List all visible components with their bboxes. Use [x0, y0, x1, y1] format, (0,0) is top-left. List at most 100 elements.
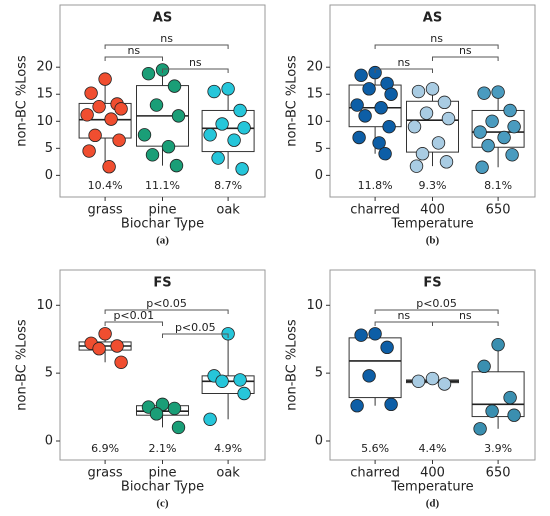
- point: [167, 79, 182, 93]
- y-tick-label: 5: [45, 141, 53, 156]
- point: [169, 158, 184, 173]
- point: [145, 148, 160, 162]
- point: [161, 140, 176, 154]
- bracket-label: ns: [459, 309, 472, 322]
- y-tick-label: 15: [36, 87, 53, 102]
- point: [207, 84, 221, 99]
- point: [98, 72, 112, 86]
- caption: (d): [426, 498, 440, 510]
- point: [137, 128, 152, 142]
- bracket-label: ns: [127, 44, 140, 57]
- x-tick-label: oak: [216, 466, 240, 481]
- point: [233, 373, 247, 387]
- caption: (c): [156, 498, 169, 510]
- bracket: [374, 44, 499, 49]
- point: [485, 114, 499, 128]
- point: [98, 327, 112, 341]
- panel-title: AS: [423, 11, 442, 26]
- mean-label: 5.6%: [361, 442, 389, 455]
- point: [237, 121, 251, 135]
- point: [82, 144, 96, 158]
- point: [149, 98, 164, 112]
- point: [350, 98, 364, 112]
- y-tick-label: 10: [306, 114, 323, 129]
- point: [221, 82, 235, 96]
- bracket: [374, 68, 433, 73]
- point: [497, 130, 511, 145]
- x-tick-label: 650: [486, 466, 511, 481]
- bracket-label: p<0.05: [416, 297, 457, 310]
- y-tick-label: 0: [45, 434, 53, 449]
- point: [211, 151, 225, 165]
- point: [411, 374, 426, 388]
- point: [92, 342, 106, 356]
- point: [167, 401, 182, 416]
- point: [437, 377, 452, 391]
- bracket-label: p<0.05: [146, 297, 187, 310]
- bracket: [374, 321, 433, 326]
- bracket: [374, 309, 499, 314]
- y-axis-label: non-BC %Loss: [15, 55, 30, 147]
- bracket: [162, 333, 229, 338]
- point: [384, 87, 398, 101]
- bracket-label: ns: [189, 56, 202, 69]
- mean-label: 9.3%: [419, 179, 447, 192]
- point: [104, 112, 118, 126]
- point: [352, 130, 366, 145]
- point: [233, 103, 247, 118]
- y-tick-label: 10: [306, 298, 323, 313]
- point: [171, 109, 186, 123]
- x-tick-label: 400: [420, 466, 445, 481]
- point: [358, 109, 372, 123]
- bracket: [432, 321, 499, 326]
- point: [114, 102, 128, 116]
- y-axis-label: non-BC %Loss: [285, 55, 300, 147]
- x-tick-label: pine: [148, 203, 176, 218]
- bracket: [104, 309, 229, 314]
- y-tick-label: 20: [36, 60, 53, 75]
- mean-label: 11.8%: [358, 179, 393, 192]
- bracket-label: ns: [160, 32, 173, 45]
- point: [409, 159, 424, 173]
- bracket-label: p<0.05: [175, 321, 216, 334]
- point: [114, 355, 128, 369]
- point: [503, 390, 517, 405]
- point: [88, 128, 102, 143]
- point: [407, 119, 422, 134]
- bracket: [162, 68, 229, 73]
- point: [473, 125, 487, 139]
- y-tick-label: 0: [315, 168, 323, 183]
- point: [384, 397, 398, 412]
- y-tick-label: 15: [306, 87, 323, 102]
- point: [362, 82, 376, 96]
- point: [354, 328, 368, 342]
- point: [149, 407, 164, 421]
- point: [411, 84, 426, 99]
- point: [477, 359, 491, 374]
- point: [439, 155, 454, 169]
- x-tick-label: oak: [216, 203, 240, 218]
- point: [92, 99, 106, 114]
- mean-label: 11.1%: [145, 179, 180, 192]
- point: [171, 420, 186, 435]
- x-axis-label: Temperature: [390, 217, 473, 232]
- y-tick-label: 20: [306, 60, 323, 75]
- x-tick-label: charred: [350, 466, 400, 481]
- panel-title: FS: [153, 276, 171, 291]
- x-tick-label: 650: [486, 203, 511, 218]
- point: [475, 160, 489, 174]
- point: [374, 101, 388, 115]
- point: [473, 422, 487, 436]
- point: [203, 412, 217, 426]
- point: [505, 148, 519, 162]
- point: [491, 85, 505, 99]
- point: [372, 136, 386, 150]
- point: [425, 371, 440, 386]
- y-tick-label: 5: [45, 366, 53, 381]
- mean-label: 10.4%: [88, 179, 123, 192]
- x-axis-label: Biochar Type: [121, 217, 204, 232]
- point: [507, 119, 521, 134]
- point: [350, 399, 364, 413]
- mean-label: 4.9%: [214, 442, 242, 455]
